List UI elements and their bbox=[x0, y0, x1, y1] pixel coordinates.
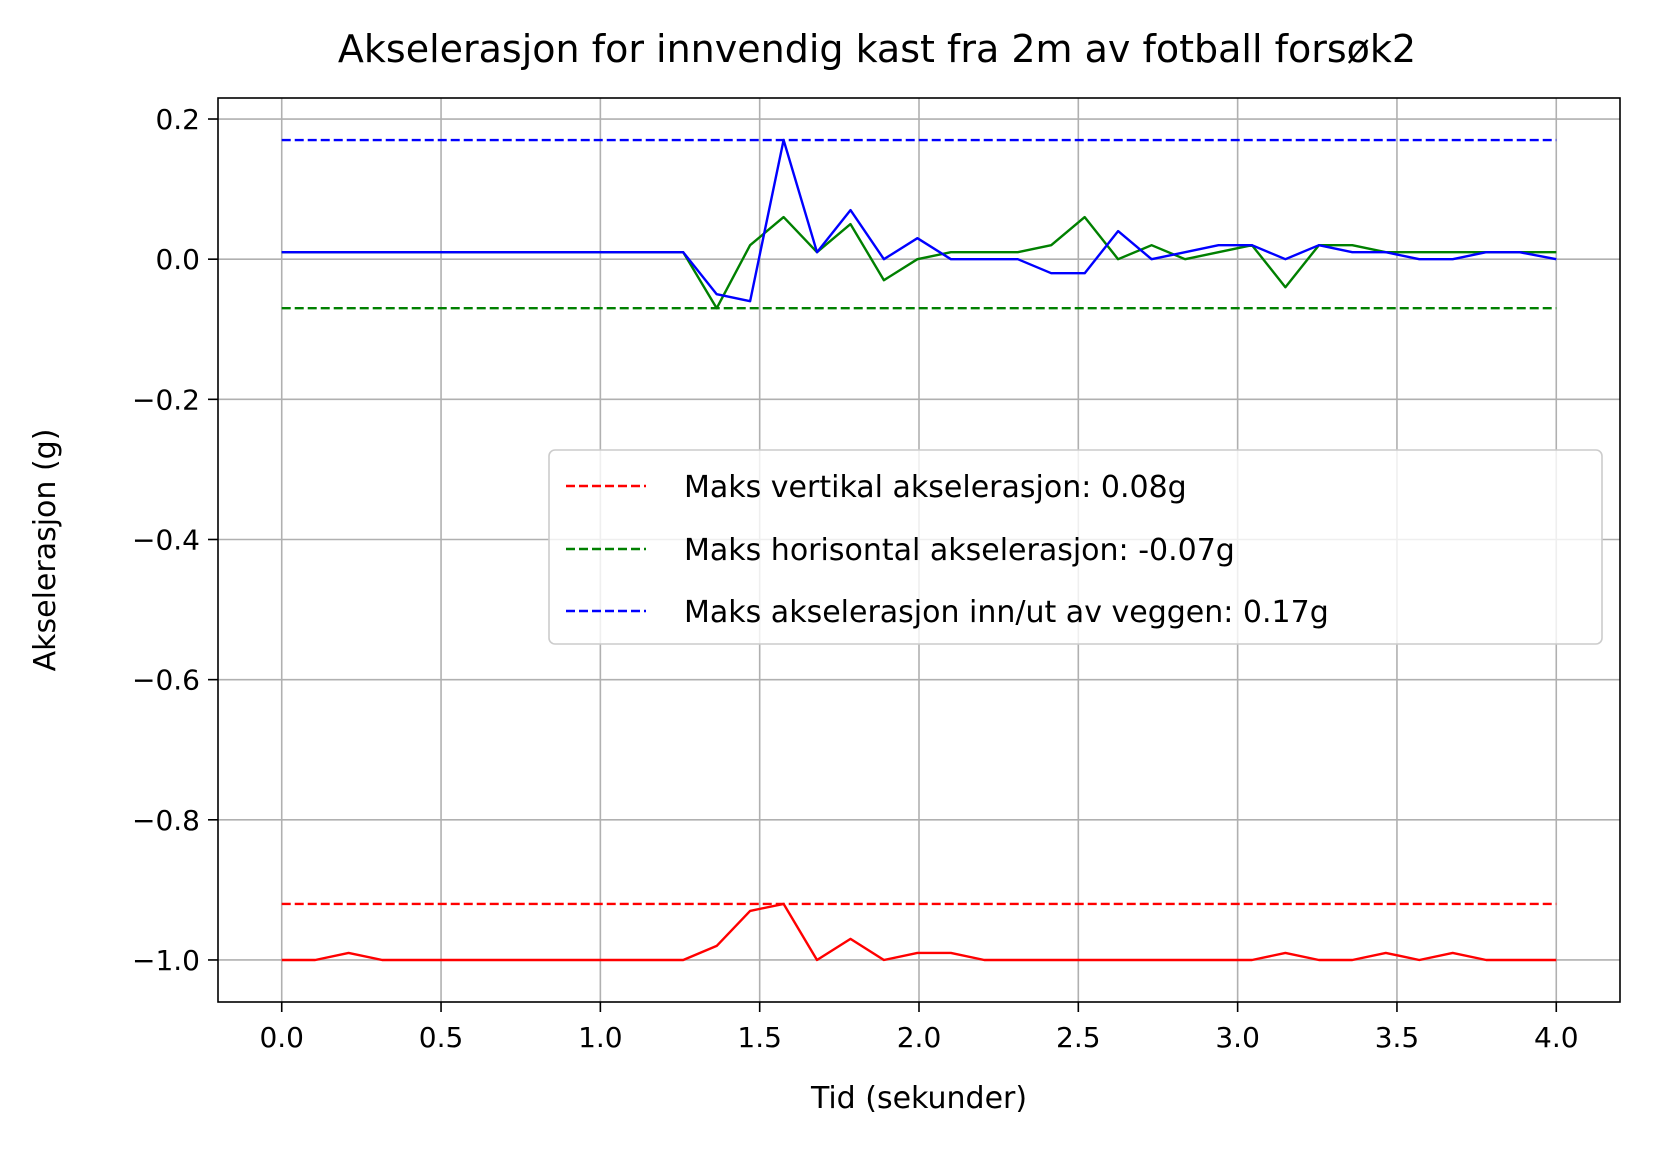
reference-lines bbox=[281, 138, 1557, 906]
legend-entry: Maks vertikal akselerasjon: 0.08g bbox=[684, 470, 1187, 505]
y-tick-label: −0.8 bbox=[132, 804, 200, 837]
data-series bbox=[281, 138, 1557, 962]
x-tick-label: 1.5 bbox=[737, 1021, 782, 1054]
y-tick-label: −1.0 bbox=[132, 944, 200, 977]
x-tick-label: 3.0 bbox=[1215, 1021, 1260, 1054]
x-axis-label: Tid (sekunder) bbox=[810, 1081, 1027, 1116]
x-tick-label: 1.0 bbox=[578, 1021, 623, 1054]
y-axis-ticks: 0.2 0.0 −0.2 −0.4 −0.6 −0.8 −1.0 bbox=[132, 103, 218, 977]
y-axis-label: Akselerasjon (g) bbox=[28, 429, 63, 672]
x-tick-label: 0.0 bbox=[259, 1021, 304, 1054]
legend: Maks vertikal akselerasjon: 0.08g Maks ho… bbox=[548, 449, 1603, 645]
x-tick-label: 2.5 bbox=[1056, 1021, 1101, 1054]
legend-entry: Maks horisontal akselerasjon: -0.07g bbox=[684, 533, 1235, 568]
y-tick-label: −0.4 bbox=[132, 523, 200, 556]
x-tick-label: 0.5 bbox=[419, 1021, 464, 1054]
x-tick-label: 3.5 bbox=[1375, 1021, 1420, 1054]
x-axis-ticks: 0.0 0.5 1.0 1.5 2.0 2.5 3.0 3.5 4.0 bbox=[259, 1002, 1579, 1054]
y-tick-label: −0.2 bbox=[132, 383, 200, 416]
series-line-vertical bbox=[281, 902, 1557, 962]
x-tick-label: 2.0 bbox=[897, 1021, 942, 1054]
y-tick-label: 0.0 bbox=[155, 243, 200, 276]
y-tick-label: −0.6 bbox=[132, 664, 200, 697]
series-line-wall bbox=[281, 138, 1557, 303]
chart-title: Akselerasjon for innvendig kast fra 2m a… bbox=[338, 27, 1416, 71]
legend-entry: Maks akselerasjon inn/ut av veggen: 0.17… bbox=[684, 595, 1329, 630]
y-tick-label: 0.2 bbox=[155, 103, 200, 136]
x-tick-label: 4.0 bbox=[1534, 1021, 1579, 1054]
legend-box bbox=[548, 449, 1603, 645]
